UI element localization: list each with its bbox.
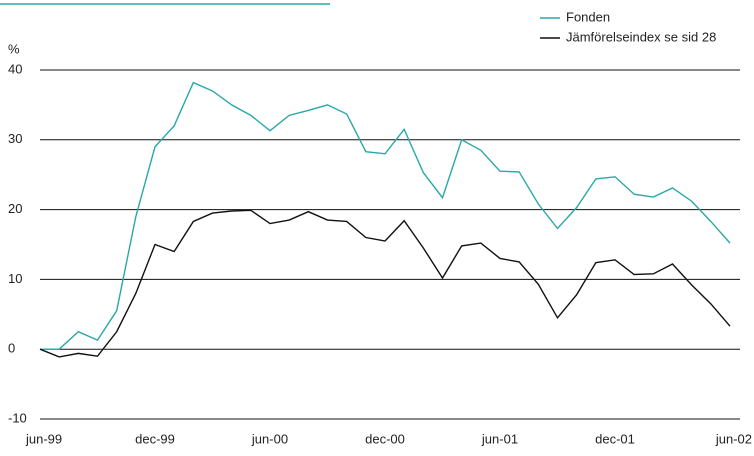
- x-tick-label: dec-01: [595, 431, 635, 446]
- x-tick-label: jun-99: [25, 431, 62, 446]
- series-line: [40, 81, 731, 350]
- series-line: [39, 209, 731, 358]
- legend-label: Fonden: [566, 9, 610, 24]
- y-tick-label: 30: [8, 131, 22, 146]
- x-tick-label: jun-00: [251, 431, 288, 446]
- y-axis-label: %: [8, 41, 20, 56]
- y-tick-label: 40: [8, 61, 22, 76]
- x-tick-label: jun-02: [715, 431, 752, 446]
- x-tick-label: dec-99: [135, 431, 175, 446]
- x-tick-label: jun-01: [481, 431, 518, 446]
- y-tick-label: 0: [8, 341, 15, 356]
- x-tick-label: dec-00: [365, 431, 405, 446]
- y-tick-label: 10: [8, 271, 22, 286]
- legend-label: Jämförelseindex se sid 28: [566, 29, 716, 44]
- y-tick-label: 20: [8, 201, 22, 216]
- y-tick-label: -10: [8, 410, 27, 425]
